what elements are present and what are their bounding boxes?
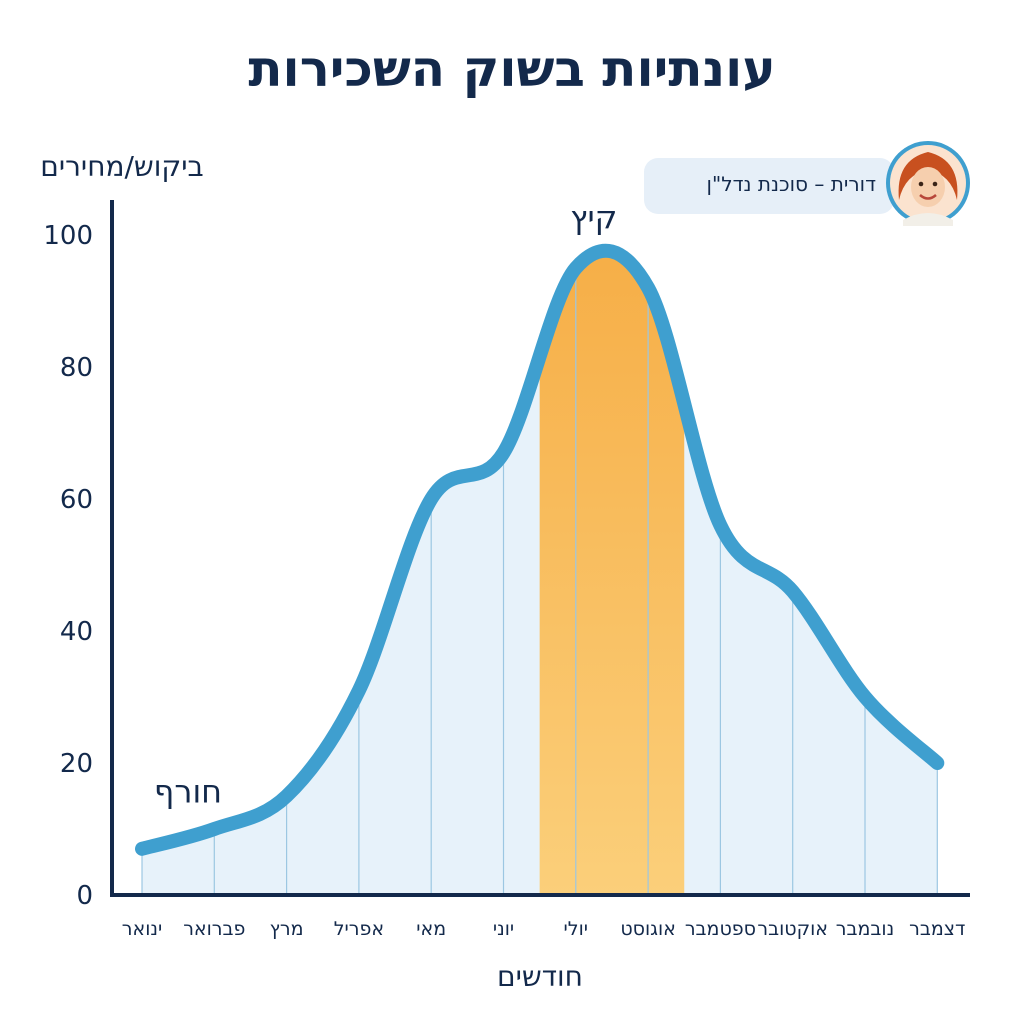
agent-badge	[644, 158, 894, 214]
y-tick-label: 100	[43, 221, 93, 251]
x-tick-label: דצמבר	[909, 918, 965, 940]
chart-title: עונתיות בשוק השכירות	[248, 40, 776, 98]
x-tick-label: אפריל	[334, 918, 384, 940]
x-tick-label: מאי	[416, 918, 446, 940]
y-tick-label: 20	[60, 749, 93, 779]
x-tick-label: ספטמבר	[685, 918, 756, 940]
y-tick-label: 80	[60, 353, 93, 383]
x-tick-label: יוני	[493, 918, 514, 940]
x-axis-label: חודשים	[497, 960, 583, 993]
x-tick-label: נובמבר	[836, 918, 894, 940]
agent-label: דורית – סוכנת נדל"ן	[706, 172, 876, 196]
x-tick-label: אוקטובר	[757, 918, 828, 940]
y-tick-label: 0	[76, 881, 93, 911]
agent-avatar	[886, 141, 970, 226]
x-tick-label: מרץ	[270, 918, 304, 940]
y-tick-label: 60	[60, 485, 93, 515]
x-tick-label: יולי	[564, 918, 588, 940]
annotation-label: קיץ	[570, 198, 617, 236]
y-axis-label: ביקוש/מחירים	[40, 150, 203, 183]
x-tick-label: פברואר	[183, 918, 245, 940]
annotation-label: חורף	[154, 773, 222, 811]
series-line	[135, 243, 945, 856]
x-tick-label: ינואר	[122, 918, 162, 940]
y-tick-label: 40	[60, 617, 93, 647]
x-tick-label: אוגוסט	[620, 918, 676, 940]
summer-highlight	[539, 250, 685, 895]
